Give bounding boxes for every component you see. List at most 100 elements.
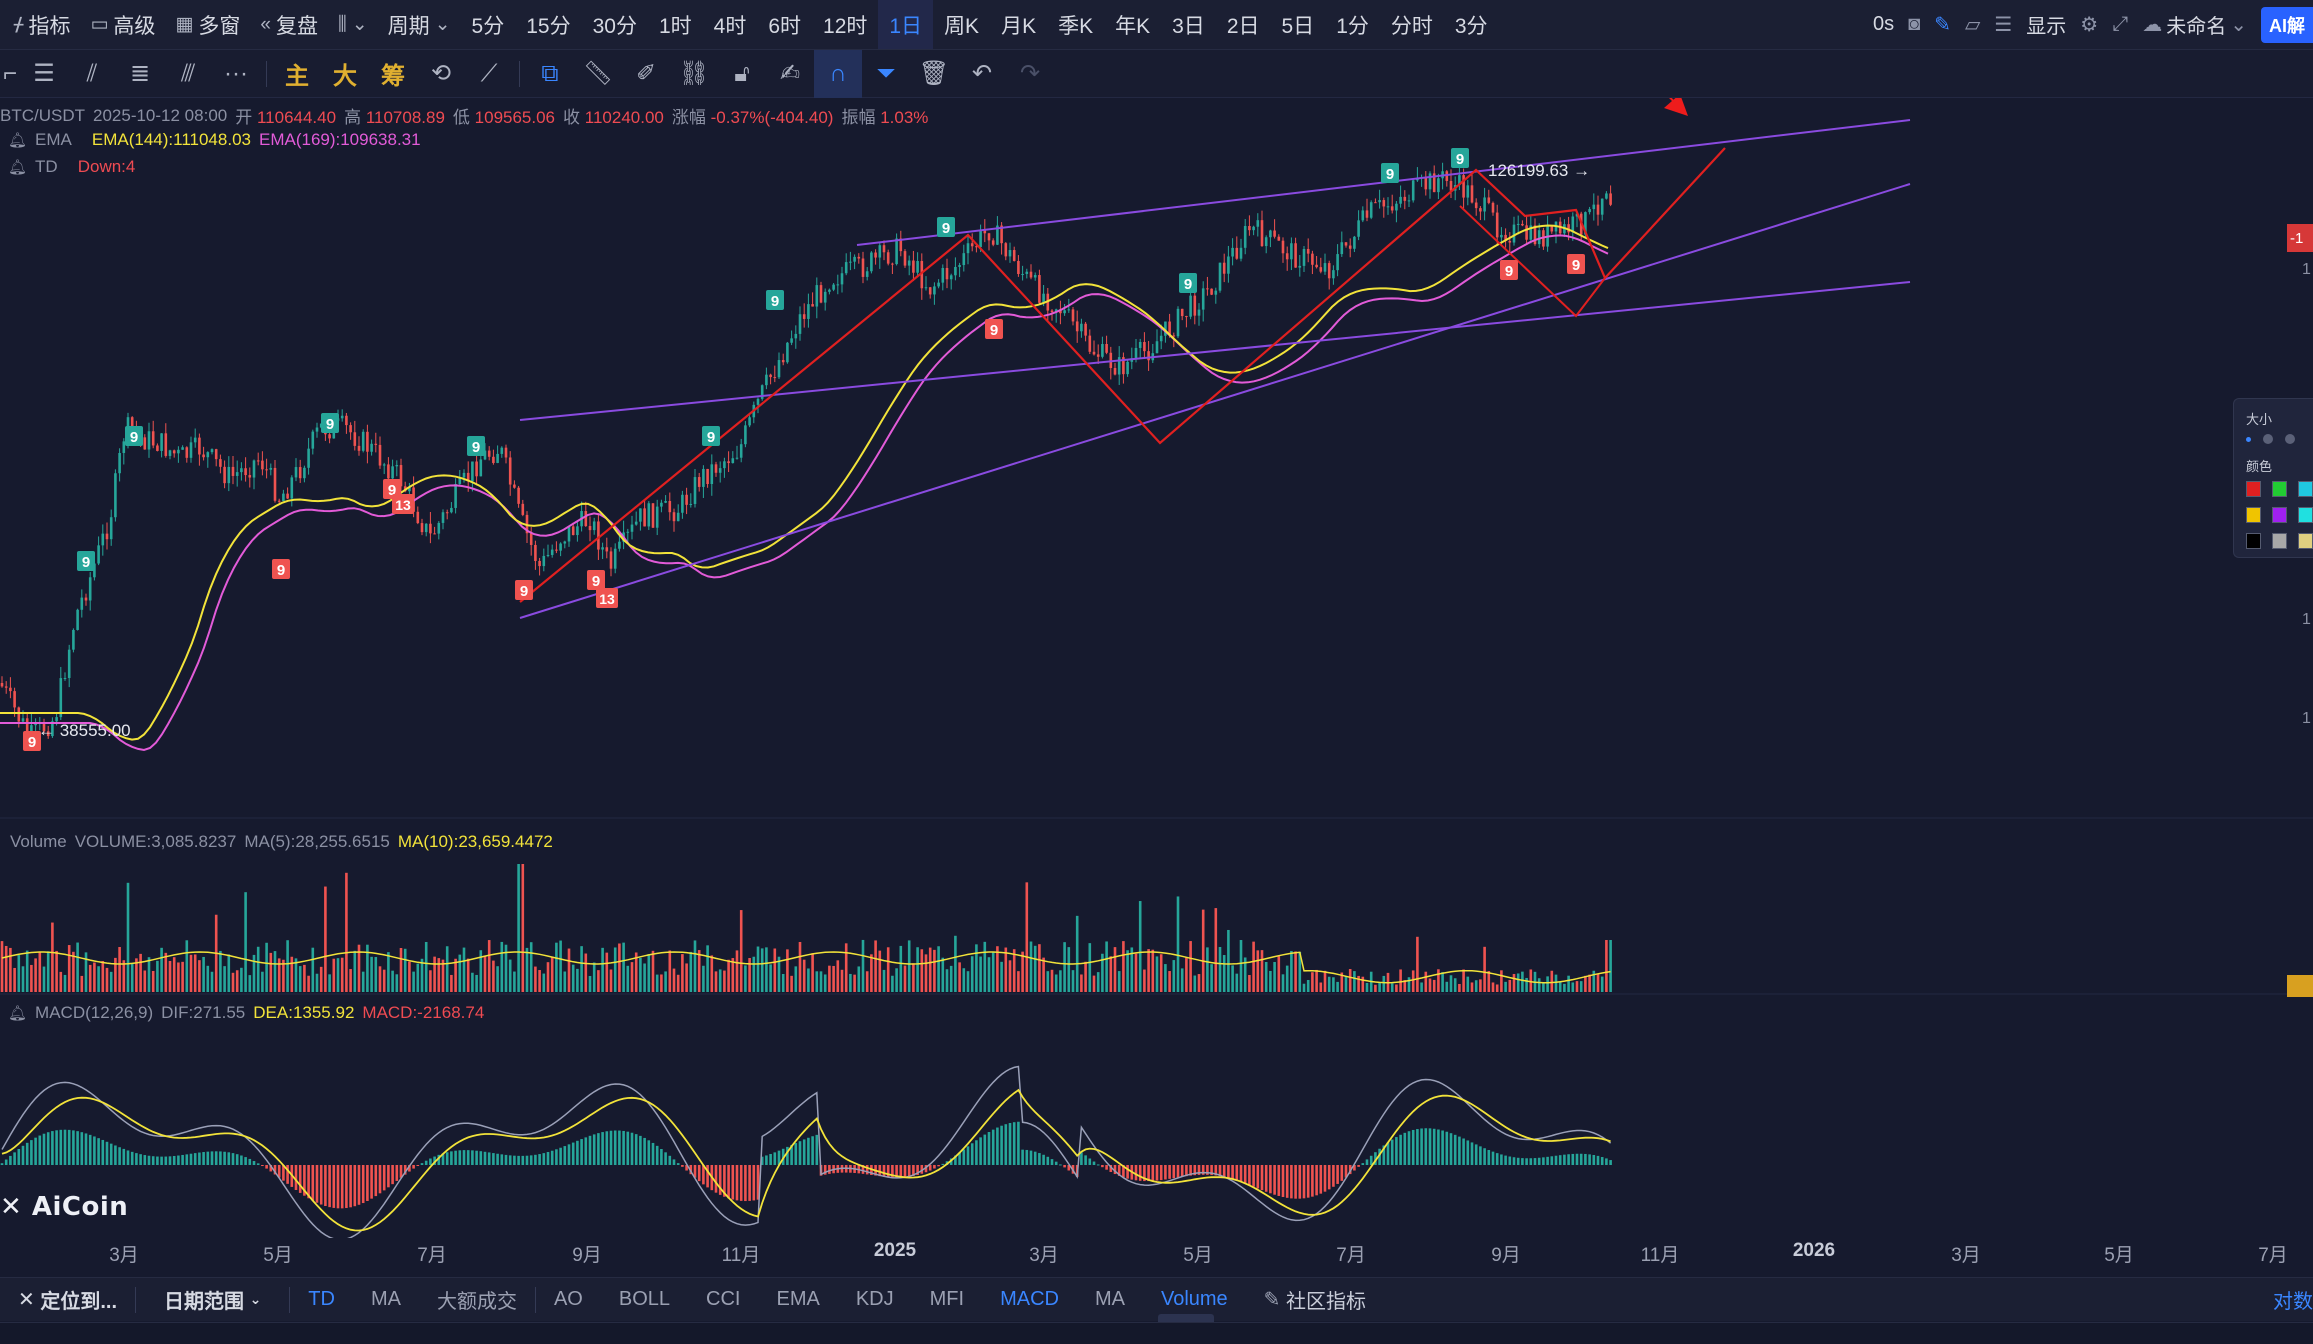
indicator-tab[interactable]: MA [1094, 1288, 1125, 1310]
indicator-tab[interactable]: MFI [929, 1288, 965, 1310]
macd-histogram-bar [1084, 1155, 1087, 1165]
indicator-tab[interactable]: MA [370, 1288, 401, 1310]
period-tab[interactable]: 年K [1115, 14, 1151, 38]
ema-legend[interactable]: 🔔︎ EMA EMA(144):111048.03 EMA(169):10963… [8, 130, 421, 150]
multiwindow-button[interactable]: ▦ 多窗 [175, 14, 241, 38]
horizontal-lines-icon[interactable]: ☰ [33, 60, 55, 87]
big-order-button[interactable]: 大 [333, 63, 357, 90]
main-indicator-button[interactable]: 主 [285, 63, 309, 90]
copy-icon[interactable]: ⧉ [541, 59, 559, 87]
fullscreen-icon[interactable]: ⤢ [2112, 13, 2129, 35]
period-tab[interactable]: 月K [1001, 14, 1037, 38]
color-swatch[interactable] [2272, 481, 2287, 497]
parallel-lines-icon[interactable]: ⫽ [86, 59, 98, 87]
volume-bar [307, 975, 310, 992]
size-option-medium[interactable] [2263, 434, 2273, 444]
period-tab[interactable]: 周K [944, 14, 980, 38]
volume-legend[interactable]: Volume VOLUME:3,085.8237 MA(5):28,255.65… [10, 832, 553, 852]
camera-icon[interactable]: ◙ [1908, 13, 1921, 35]
cast-icon[interactable]: ▱ [1964, 14, 1981, 36]
ai-button[interactable]: AI解 [2261, 6, 2313, 43]
brush-icon[interactable]: ✐ [635, 60, 657, 87]
indicator-tab[interactable]: CCI [706, 1288, 741, 1310]
size-option-large[interactable] [2285, 434, 2295, 444]
indicator-tab[interactable]: 大额成交 [436, 1291, 517, 1313]
fib-icon[interactable]: ≣ [129, 60, 151, 87]
replay-button[interactable]: «复盘 [260, 13, 318, 38]
period-tab[interactable]: 2日 [1226, 14, 1260, 38]
period-tab[interactable]: 分时 [1390, 14, 1433, 38]
redo-icon[interactable]: ↷ [1019, 60, 1041, 87]
ruler-icon[interactable]: 📏︎ [582, 60, 614, 87]
period-tab[interactable]: 30分 [592, 14, 637, 38]
indicator-tab[interactable]: BOLL [618, 1288, 671, 1310]
gann-icon[interactable]: ⫻ [180, 59, 196, 87]
indicator-tab[interactable]: KDJ [855, 1288, 894, 1310]
indicator-tab[interactable]: Volume [1160, 1288, 1228, 1310]
period-tab[interactable]: 1分 [1336, 14, 1369, 38]
indicator-tab[interactable]: MACD [1000, 1288, 1059, 1310]
trash-icon[interactable]: 🗑︎ [918, 60, 950, 87]
magnet-icon[interactable]: ∩ [814, 49, 862, 98]
pen-icon[interactable]: ✎ [1934, 14, 1951, 36]
crosshair-icon[interactable]: ⌐ [2, 59, 17, 87]
locate-button[interactable]: ✕ 定位到... [0, 1278, 135, 1321]
bell-icon[interactable]: 🔔︎ [8, 159, 28, 176]
period-tab[interactable]: 4时 [713, 14, 747, 38]
layout-dropdown[interactable]: ☁ 未命名 ⌄ [2142, 14, 2247, 38]
macd-histogram-bar [1214, 1165, 1218, 1176]
color-swatch[interactable] [2246, 533, 2261, 549]
td-legend[interactable]: 🔔︎ TD Down:4 [8, 157, 135, 177]
color-swatch[interactable] [2298, 533, 2313, 549]
bell-icon[interactable]: 🔔︎ [8, 132, 28, 149]
gear-icon[interactable]: ⚙ [2080, 14, 2099, 36]
period-tab[interactable]: 3日 [1172, 14, 1205, 38]
chart-type-button[interactable]: ⫼ ⌄ [328, 0, 378, 49]
indicator-tab[interactable]: AO [553, 1288, 583, 1310]
period-tab[interactable]: 5分 [471, 14, 505, 38]
period-tab[interactable]: 1时 [658, 14, 692, 38]
edit-list-icon[interactable]: ✍ [779, 60, 801, 87]
period-tab[interactable]: 6时 [768, 14, 802, 38]
bell-icon[interactable]: 🔔︎ [8, 1005, 28, 1022]
period-tab[interactable]: 季K [1058, 14, 1094, 38]
macd-legend[interactable]: 🔔︎ MACD(12,26,9) DIF:271.55 DEA:1355.92 … [8, 1003, 484, 1023]
advanced-button[interactable]: ▭ 高级 [90, 14, 156, 38]
sync-icon[interactable]: ⟲ [430, 60, 452, 87]
color-swatch[interactable] [2298, 481, 2313, 497]
period-tab[interactable]: 1日 [878, 0, 934, 49]
indicator-tab[interactable]: EMA [776, 1288, 820, 1310]
candle-body [588, 526, 592, 531]
cycle-dropdown[interactable]: 周期 ⌄ [387, 14, 451, 38]
undo-icon[interactable]: ↶ [971, 60, 993, 87]
volume-bar [315, 973, 319, 992]
td-sell-marker [1567, 254, 1585, 274]
community-indicators-button[interactable]: ✎ 社区指标 [1246, 1278, 1384, 1321]
filter-icon[interactable]: ⏷ [876, 59, 896, 87]
period-tab[interactable]: 5日 [1281, 14, 1315, 38]
lock-icon[interactable]: 🔓︎ [734, 59, 750, 87]
chip-button[interactable]: 筹 [381, 63, 405, 90]
indicator-button[interactable]: ᚋ 指标 [14, 14, 71, 38]
color-swatch[interactable] [2246, 507, 2261, 523]
period-tab[interactable]: 12时 [823, 14, 868, 38]
indicator-tab[interactable]: TD [308, 1288, 335, 1310]
macd-histogram-bar [252, 1161, 256, 1165]
color-swatch[interactable] [2246, 481, 2261, 497]
period-tab[interactable]: 3分 [1454, 14, 1488, 38]
color-swatch[interactable] [2272, 533, 2287, 549]
date-range-dropdown[interactable]: 日期范围 ⌄ [136, 1278, 289, 1321]
macd-histogram-bar [349, 1165, 352, 1208]
link-icon[interactable]: ⛓ [678, 60, 710, 87]
macd-histogram-bar [277, 1165, 281, 1178]
log-scale-button[interactable]: 对数 [2273, 1291, 2313, 1313]
measure-icon[interactable]: ⟋ [480, 59, 498, 87]
list-icon[interactable]: ☰ [1994, 14, 2013, 36]
period-tab[interactable]: 15分 [526, 14, 571, 38]
display-button[interactable]: 显示 [2026, 16, 2067, 38]
color-swatch[interactable] [2272, 507, 2287, 523]
color-swatch[interactable] [2298, 507, 2313, 523]
more-icon[interactable]: ··· [224, 59, 248, 87]
size-option-small[interactable] [2246, 436, 2251, 442]
